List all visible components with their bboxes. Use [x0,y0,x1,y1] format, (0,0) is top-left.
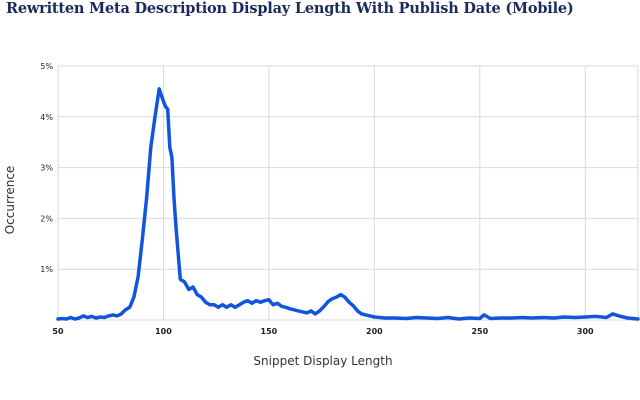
y-axis-title: Occurrence [3,166,17,235]
series-line [56,87,640,321]
tick-label-layer: 1% 2% 3% 4% 5% 50 100 150 200 250 300 [40,62,594,336]
series-layer [56,87,640,321]
y-tick-label: 2% [40,214,53,223]
y-tick-label: 1% [40,265,53,274]
x-tick-label: 150 [261,327,278,336]
y-tick-label: 4% [40,113,53,122]
x-tick-label: 100 [155,327,172,336]
x-tick-label: 300 [577,327,594,336]
y-tick-label: 5% [40,62,53,71]
grid-layer [57,65,639,321]
y-tick-label: 3% [40,164,53,173]
chart-title: Rewritten Meta Description Display Lengt… [6,0,574,17]
x-tick-label: 250 [471,327,488,336]
x-tick-label: 50 [52,327,64,336]
x-tick-label: 200 [366,327,383,336]
x-axis-title: Snippet Display Length [253,354,392,368]
